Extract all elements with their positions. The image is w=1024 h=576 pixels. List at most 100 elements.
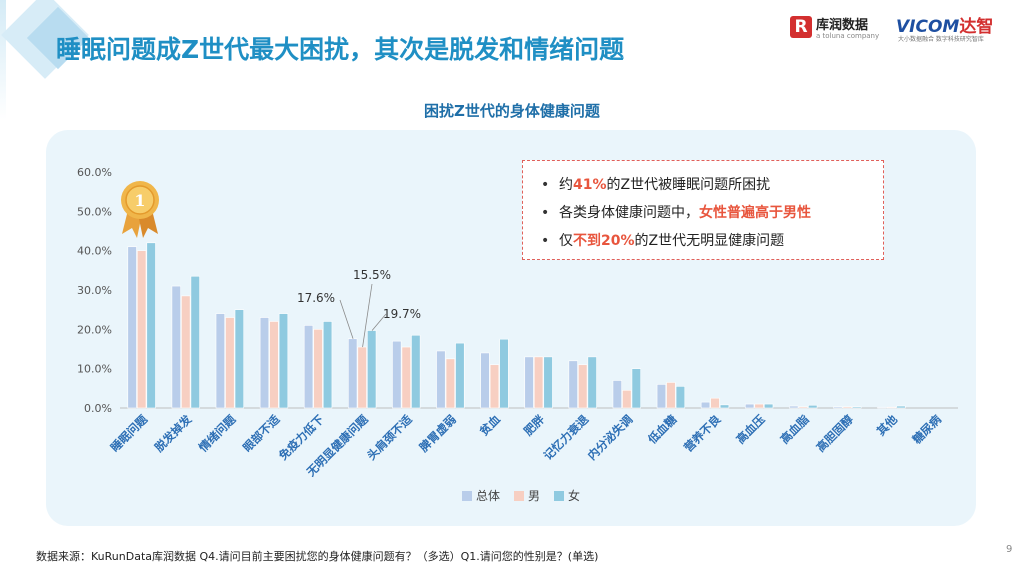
finding-highlight: 女性普遍高于男性 — [699, 205, 811, 221]
bar-女 — [367, 330, 377, 409]
legend-label: 女 — [568, 488, 580, 503]
x-tick-label: 高血脂 — [777, 412, 812, 447]
x-tick-label: 睡眠问题 — [108, 412, 151, 455]
bar-总体 — [480, 352, 490, 409]
annotation-leader-line — [339, 299, 354, 339]
x-tick-label: 高胆固醇 — [813, 412, 856, 455]
bar-总体 — [392, 340, 402, 409]
bar-男 — [269, 321, 279, 409]
x-tick-label: 低血糖 — [644, 412, 679, 447]
bar-女 — [631, 368, 641, 409]
finding-text: 的Z世代被睡眠问题所困扰 — [606, 177, 771, 193]
bar-总体 — [744, 403, 755, 409]
y-tick-label: 60.0% — [77, 166, 112, 179]
finding-text: 各类身体健康问题中， — [559, 205, 699, 221]
bar-总体 — [833, 406, 843, 409]
x-tick-label: 高血压 — [733, 412, 768, 447]
bar-男 — [533, 356, 544, 409]
x-tick-label: 糖尿病 — [910, 412, 945, 447]
bar-男 — [886, 406, 897, 409]
x-tick-label: 头肩颈不适 — [364, 412, 415, 463]
bar-女 — [719, 404, 730, 409]
y-tick-label: 40.0% — [77, 245, 112, 258]
kurun-logo-mark: R — [790, 16, 812, 38]
bar-女 — [278, 313, 289, 409]
annotation-leader-line — [371, 313, 387, 331]
finding-item: 仅不到20%的Z世代无明显健康问题 — [537, 227, 869, 255]
chart-title: 困扰Z世代的身体健康问题 — [424, 102, 600, 120]
bar-女 — [411, 334, 421, 409]
x-tick-label: 情绪问题 — [195, 412, 238, 455]
y-tick-label: 30.0% — [77, 284, 112, 297]
vicom-logo: VICOM达智 大小数据融合 数字科技研究智库 — [896, 12, 1012, 44]
x-tick-label: 贫血 — [477, 412, 504, 439]
y-tick-label: 10.0% — [77, 363, 112, 376]
legend-label: 总体 — [476, 489, 500, 503]
legend-label: 男 — [528, 489, 540, 503]
medal-inner-icon — [125, 185, 155, 215]
bar-男 — [842, 406, 852, 409]
bar-总体 — [568, 360, 578, 409]
bar-男 — [666, 382, 676, 409]
bar-男 — [137, 250, 147, 409]
page-title: 睡眠问题成Z世代最大困扰，其次是脱发和情绪问题 — [56, 35, 625, 64]
y-tick-label: 20.0% — [77, 323, 112, 336]
vicom-logo-latin: VICOM — [896, 17, 960, 37]
x-tick-label: 其他 — [874, 412, 901, 439]
vicom-logo-sub: 大小数据融合 数字科技研究智库 — [898, 36, 984, 43]
bar-总体 — [524, 356, 534, 409]
bar-男 — [622, 389, 632, 409]
bar-男 — [357, 346, 367, 409]
bar-女 — [146, 242, 156, 409]
bar-总体 — [348, 338, 358, 409]
data-source-footer: 数据来源：KuRunData库润数据 Q4.请问目前主要困扰您的身体健康问题有？… — [36, 550, 599, 563]
bar-男 — [313, 329, 323, 409]
bar-男 — [578, 364, 588, 409]
annotation-label: 15.5% — [353, 268, 391, 282]
annotation-leader-line — [362, 283, 373, 348]
vicom-logo-name: VICOM达智 — [896, 12, 993, 37]
annotation-label: 19.7% — [383, 307, 421, 321]
finding-text: 约 — [559, 177, 573, 193]
bar-男 — [401, 346, 411, 409]
bar-女 — [675, 386, 686, 409]
kurun-logo: R 库润数据 a toluna company — [790, 14, 890, 42]
x-tick-label: 眼部不适 — [240, 412, 283, 455]
bar-总体 — [700, 401, 711, 409]
bar-男 — [710, 397, 720, 409]
bar-女 — [322, 321, 333, 409]
x-tick-label: 内分泌失调 — [585, 412, 636, 463]
x-tick-label: 脱发掉发 — [152, 412, 195, 455]
finding-highlight: 不到20% — [573, 233, 635, 249]
bar-女 — [852, 406, 862, 409]
bar-女 — [234, 309, 245, 409]
legend-swatch-女 — [554, 491, 564, 501]
finding-highlight: 41% — [573, 177, 607, 193]
decor-bar — [0, 0, 6, 120]
finding-text: 的Z世代无明显健康问题 — [634, 233, 785, 249]
medal-label: 1 — [134, 191, 145, 210]
bar-男 — [181, 295, 191, 409]
bar-总体 — [215, 313, 226, 409]
page-number: 9 — [1006, 544, 1013, 555]
bar-女 — [190, 275, 200, 409]
legend-swatch-总体 — [462, 491, 472, 501]
legend-swatch-男 — [514, 491, 524, 501]
bar-总体 — [612, 380, 622, 409]
bar-总体 — [171, 285, 181, 409]
finding-item: 约41%的Z世代被睡眠问题所困扰 — [537, 171, 869, 199]
bar-女 — [808, 404, 818, 409]
kurun-logo-name: 库润数据 — [816, 18, 869, 33]
bar-女 — [896, 405, 906, 409]
x-tick-label: 脾胃虚弱 — [416, 412, 458, 454]
bar-总体 — [789, 405, 799, 409]
bar-总体 — [303, 325, 314, 409]
bar-男 — [798, 406, 808, 409]
bar-总体 — [127, 246, 137, 409]
finding-text: 仅 — [559, 233, 573, 249]
bar-女 — [763, 403, 774, 409]
bar-总体 — [656, 384, 667, 409]
bar-女 — [587, 356, 597, 409]
annotation-label: 17.6% — [297, 291, 335, 305]
